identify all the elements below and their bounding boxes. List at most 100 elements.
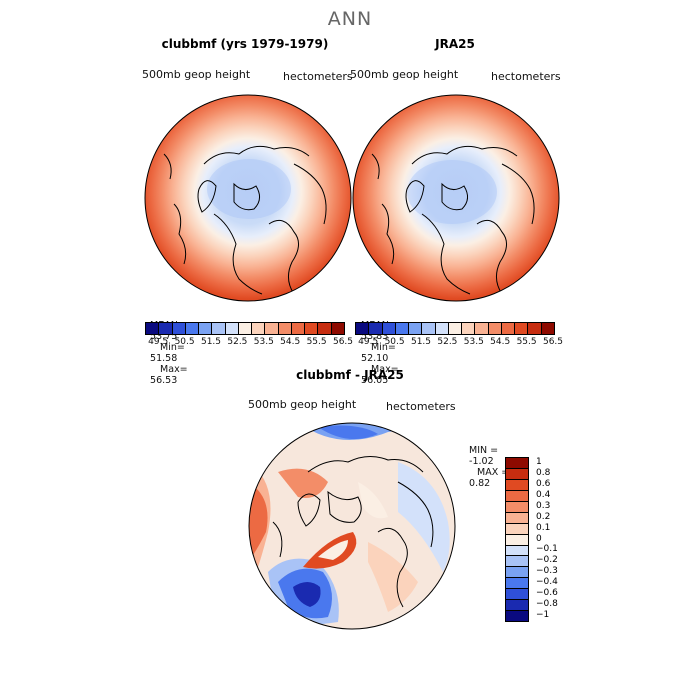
colorbar-tick-label: 55.5	[516, 337, 537, 347]
colorbar-tick-label: 54.5	[280, 337, 301, 347]
panel1-polar-map	[144, 94, 352, 302]
panel2-min-label: Min=	[371, 342, 396, 353]
colorbar-tick-label: 0.8	[536, 468, 551, 479]
colorbar-swatch	[506, 468, 528, 480]
colorbar-swatch	[506, 600, 528, 612]
colorbar-swatch	[506, 501, 528, 513]
colorbar-swatch	[506, 545, 528, 557]
colorbar-swatch	[369, 323, 383, 334]
colorbar-swatch	[475, 323, 489, 334]
colorbar-tick-label: −0.4	[536, 576, 558, 587]
panel2-mean-value: 53.83	[361, 331, 389, 342]
panel3-stats: MIN = -1.02 MAX = 0.82	[463, 434, 509, 489]
panel2-min-value: 52.10	[361, 353, 389, 364]
panel2-units-label: hectometers	[491, 70, 561, 83]
colorbar-swatch	[528, 323, 542, 334]
colorbar-tick-label: 54.5	[490, 337, 511, 347]
panel3-colorbar	[505, 457, 529, 622]
colorbar-swatch	[422, 323, 436, 334]
colorbar-swatch	[199, 323, 213, 334]
colorbar-tick-label: 0.4	[536, 490, 551, 501]
panel2-max-value: 56.05	[361, 375, 389, 386]
colorbar-tick-label: −0.8	[536, 598, 558, 609]
colorbar-tick-label: 56.5	[332, 337, 354, 347]
panel2-colorbar	[355, 322, 555, 335]
colorbar-tick-label: 0.6	[536, 479, 551, 490]
panel1-colorbar	[145, 322, 345, 335]
plot-title: ANN	[327, 8, 373, 30]
colorbar-swatch	[356, 323, 370, 334]
colorbar-swatch	[448, 323, 463, 334]
panel3-variable-label: 500mb geop height	[248, 398, 357, 411]
colorbar-tick-label: 0.1	[536, 522, 551, 533]
colorbar-swatch	[409, 323, 423, 334]
colorbar-swatch	[382, 323, 396, 334]
colorbar-tick-label: −0.2	[536, 555, 558, 566]
colorbar-swatch	[515, 323, 529, 334]
colorbar-swatch	[278, 323, 292, 334]
panel1-variable-label: 500mb geop height	[142, 68, 251, 81]
colorbar-swatch	[212, 323, 226, 334]
panel3-units-label: hectometers	[386, 400, 456, 413]
colorbar-swatch	[506, 479, 528, 491]
colorbar-tick-label: 1	[536, 457, 542, 468]
colorbar-tick-label: 53.5	[253, 337, 274, 347]
colorbar-swatch	[541, 323, 554, 334]
panel1-title: clubbmf (yrs 1979-1979)	[161, 37, 329, 51]
colorbar-swatch	[331, 323, 344, 334]
colorbar-swatch	[185, 323, 200, 334]
colorbar-swatch	[159, 323, 173, 334]
panel1-max-label: Max=	[160, 364, 188, 375]
panel2-max-label: Max=	[371, 364, 399, 375]
colorbar-swatch	[506, 458, 528, 469]
panel1-max-value: 56.53	[150, 375, 178, 386]
colorbar-swatch	[252, 323, 266, 334]
colorbar-swatch	[291, 323, 306, 334]
colorbar-swatch	[318, 323, 332, 334]
colorbar-swatch	[265, 323, 279, 334]
panel3-title: clubbmf - JRA25	[296, 368, 404, 382]
colorbar-tick-label: 49.5	[358, 337, 379, 347]
panel1-colorbar-ticks: 49.5 50.5 51.5 52.5 53.5 54.5 55.5 56.5	[145, 337, 353, 349]
panel1-units-label: hectometers	[283, 70, 353, 83]
panel3-polar-map	[248, 422, 456, 630]
colorbar-tick-label: 55.5	[306, 337, 327, 347]
colorbar-swatch	[238, 323, 253, 334]
colorbar-swatch	[506, 512, 528, 524]
colorbar-tick-label: 53.5	[463, 337, 484, 347]
panel2-variable-label: 500mb geop height	[350, 68, 459, 81]
panel2-colorbar-ticks: 49.5 50.5 51.5 52.5 53.5 54.5 55.5 56.5	[355, 337, 563, 349]
colorbar-tick-label: −0.3	[536, 566, 558, 577]
colorbar-swatch	[488, 323, 502, 334]
colorbar-tick-label: −0.1	[536, 544, 558, 555]
colorbar-tick-label: 0.3	[536, 500, 551, 511]
panel3-min-value: -1.02	[469, 456, 494, 467]
panel1-min-label: Min=	[160, 342, 185, 353]
colorbar-swatch	[225, 323, 239, 334]
colorbar-swatch	[506, 523, 528, 535]
colorbar-swatch	[501, 323, 516, 334]
colorbar-swatch	[506, 589, 528, 601]
panel1-min-value: 51.58	[150, 353, 178, 364]
colorbar-tick-label: 51.5	[200, 337, 222, 347]
colorbar-tick-label: 49.5	[148, 337, 169, 347]
colorbar-tick-label: −0.6	[536, 587, 558, 598]
colorbar-swatch	[172, 323, 186, 334]
panel3-min-label: MIN =	[469, 445, 499, 456]
colorbar-swatch	[462, 323, 476, 334]
colorbar-swatch	[506, 567, 528, 579]
colorbar-tick-label: −1	[536, 609, 550, 620]
panel3-max-value: 0.82	[469, 478, 491, 489]
colorbar-tick-label: 51.5	[410, 337, 432, 347]
colorbar-swatch	[506, 611, 528, 622]
colorbar-swatch	[506, 556, 528, 568]
colorbar-swatch	[506, 534, 528, 546]
panel1-mean-value: 53.75	[150, 331, 178, 342]
colorbar-tick-label: 56.5	[542, 337, 564, 347]
panel2-polar-map	[352, 94, 560, 302]
colorbar-tick-label: 52.5	[227, 337, 248, 347]
colorbar-tick-label: 50.5	[174, 337, 195, 347]
colorbar-swatch	[506, 578, 528, 590]
colorbar-swatch	[435, 323, 449, 334]
colorbar-swatch	[395, 323, 410, 334]
